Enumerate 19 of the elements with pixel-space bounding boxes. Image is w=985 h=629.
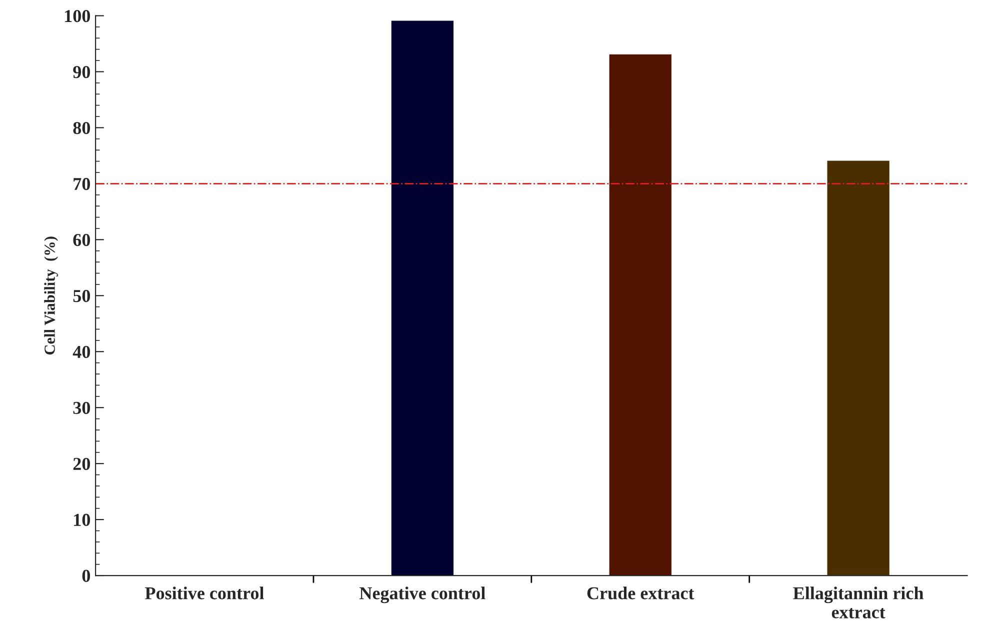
x-tick-label: Ellagitannin rich extract (793, 586, 924, 618)
y-tick-label: 10 (74, 514, 90, 526)
y-tick-label: 0 (82, 570, 90, 582)
y-tick-label: 90 (73, 66, 90, 78)
x-tick-label: Crude extract (587, 586, 694, 600)
y-tick-label: 20 (73, 458, 90, 470)
bar (609, 54, 672, 576)
y-tick-label: 100 (65, 10, 90, 22)
y-tick-label: 80 (73, 122, 90, 134)
x-tick-label: Positive control (145, 586, 264, 600)
y-tick-label: 50 (73, 290, 90, 302)
bar (391, 20, 454, 576)
y-tick-label: 70 (74, 178, 90, 190)
y-tick-label: 40 (72, 346, 90, 358)
x-tick-label: Negative control (360, 586, 486, 604)
y-tick-label: 60 (73, 234, 90, 246)
bar (827, 160, 890, 576)
y-axis-title: Cell Viability (%) (44, 236, 58, 355)
y-tick-label: 30 (73, 402, 90, 414)
